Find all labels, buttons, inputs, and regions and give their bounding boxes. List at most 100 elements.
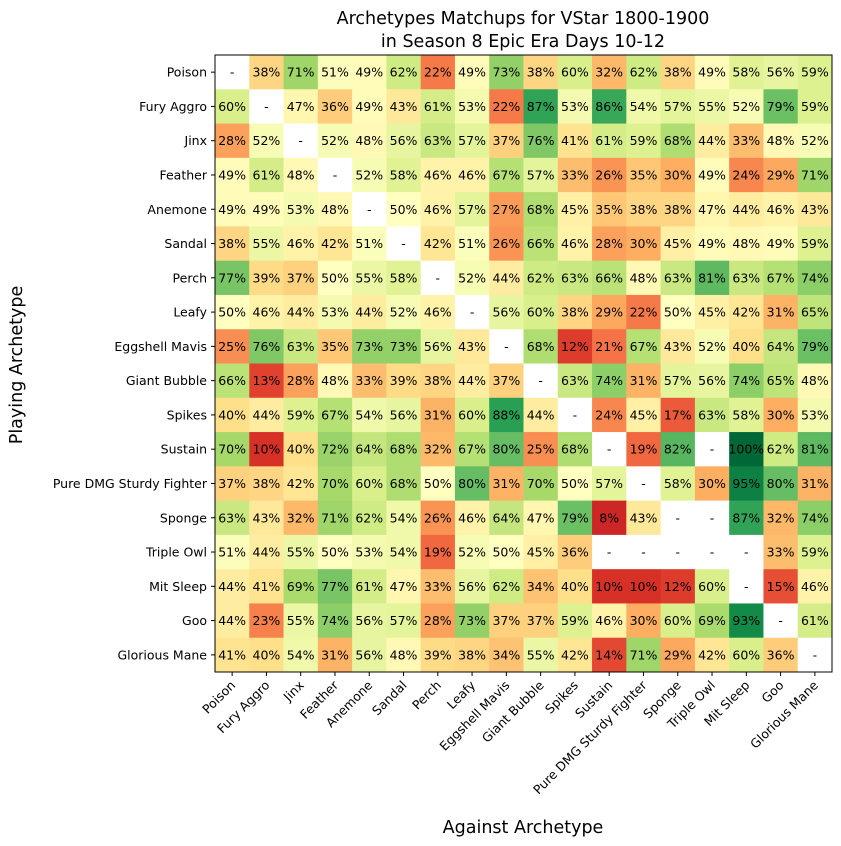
heatmap-cell (694, 260, 730, 296)
heatmap-cell (557, 55, 593, 90)
heatmap-cell (763, 603, 799, 639)
heatmap-cell (249, 157, 285, 193)
heatmap-cell-label: 48% (390, 647, 418, 662)
heatmap-cell-label: - (778, 613, 783, 628)
heatmap-cell-label: 58% (732, 65, 760, 80)
heatmap-cell (523, 329, 559, 364)
heatmap-cell (763, 192, 799, 227)
heatmap-cell (626, 157, 662, 193)
heatmap-cell (420, 226, 456, 262)
heatmap-cell-label: 50% (321, 545, 349, 560)
heatmap-cell-label: - (298, 133, 303, 148)
heatmap-cell-label: 67% (458, 442, 486, 457)
heatmap-cell (523, 123, 559, 159)
heatmap-cell (454, 329, 490, 364)
heatmap-cell-label: 36% (561, 545, 589, 560)
heatmap-cell-label: 52% (698, 339, 726, 354)
heatmap-cell (797, 534, 833, 570)
heatmap-cell (763, 55, 799, 90)
heatmap-cell-label: - (675, 545, 680, 560)
heatmap-cell (660, 226, 696, 262)
heatmap-cell-label: 48% (732, 236, 760, 251)
heatmap-cell-label: 38% (424, 373, 452, 388)
heatmap-cell (317, 89, 353, 125)
heatmap-cell-label: 93% (732, 613, 760, 628)
heatmap-cell-label: - (607, 442, 612, 457)
heatmap-cell-label: 68% (390, 442, 418, 457)
heatmap-cell (763, 123, 799, 159)
heatmap-cell-label: 86% (595, 99, 623, 114)
heatmap-cell (489, 329, 524, 364)
heatmap-cell-label: 46% (424, 167, 452, 182)
heatmap-cell (729, 432, 764, 467)
heatmap-cell (317, 260, 353, 296)
heatmap-cell-label: 53% (458, 99, 486, 114)
heatmap-cell (420, 603, 456, 639)
heatmap-cell (557, 260, 593, 296)
heatmap-cell (249, 397, 285, 433)
heatmap-cell (215, 294, 250, 330)
heatmap-cell-label: 74% (732, 373, 760, 388)
heatmap-cell (729, 226, 764, 262)
y-tick-label: Triple Owl (145, 545, 207, 560)
heatmap-cell (215, 226, 250, 262)
heatmap-cell-label: 32% (595, 65, 623, 80)
heatmap-cell (454, 397, 490, 433)
heatmap-cell-label: 39% (253, 270, 281, 285)
heatmap-cell (797, 569, 833, 604)
heatmap-cell (317, 637, 353, 673)
heatmap-cell-label: 42% (321, 236, 349, 251)
heatmap-cell (797, 603, 833, 639)
heatmap-cell (626, 603, 662, 639)
heatmap-cell (592, 260, 627, 296)
heatmap-cell-label: 88% (492, 407, 520, 422)
heatmap-cell (420, 89, 456, 125)
heatmap-cell (523, 500, 559, 536)
heatmap-cell-label: 46% (767, 202, 795, 217)
heatmap-cell (283, 363, 319, 399)
heatmap-cell (523, 397, 559, 433)
heatmap-cell-label: 12% (561, 339, 589, 354)
heatmap-cell-label: 57% (390, 613, 418, 628)
heatmap-cell (215, 500, 250, 536)
heatmap-cell-label: 73% (458, 613, 486, 628)
heatmap-cell-label: 87% (527, 99, 555, 114)
heatmap-cell (729, 466, 764, 502)
heatmap-cell (729, 397, 764, 433)
heatmap-cell-label: - (744, 545, 749, 560)
heatmap-cell-label: 59% (561, 613, 589, 628)
heatmap-cell-label: 38% (630, 202, 658, 217)
heatmap-cell (352, 294, 387, 330)
heatmap-cell (626, 89, 662, 125)
heatmap-cell (386, 329, 422, 364)
y-tick-label: Jinx (184, 133, 207, 148)
heatmap-cell-label: 46% (424, 202, 452, 217)
heatmap-cell (660, 260, 696, 296)
heatmap-cell (729, 363, 764, 399)
heatmap-cell-label: 50% (664, 305, 692, 320)
heatmap-cell (694, 89, 730, 125)
heatmap-cell-label: 31% (767, 305, 795, 320)
heatmap-cell-label: 56% (355, 613, 383, 628)
chart-title-line1: Archetypes Matchups for VStar 1800-1900 (337, 9, 710, 29)
heatmap-cell-label: 44% (458, 373, 486, 388)
heatmap-cell (557, 294, 593, 330)
heatmap-cell (215, 157, 250, 193)
heatmap-cell-label: 73% (355, 339, 383, 354)
heatmap-cell (454, 55, 490, 90)
heatmap-cell (660, 89, 696, 125)
heatmap-cell-label: 37% (492, 373, 520, 388)
heatmap-cell (283, 466, 319, 502)
heatmap-cell-label: 72% (321, 442, 349, 457)
heatmap-cell-label: 33% (424, 579, 452, 594)
y-tick-label: Fury Aggro (139, 99, 207, 114)
heatmap-cell (249, 534, 285, 570)
heatmap-cell (592, 500, 627, 536)
heatmap-cell-label: 48% (801, 373, 829, 388)
x-tick-label: Jinx (280, 678, 307, 705)
heatmap-cell-label: 79% (561, 510, 589, 525)
heatmap-cell-label: 43% (253, 510, 281, 525)
heatmap-cell (557, 432, 593, 467)
y-tick-label: Eggshell Mavis (114, 339, 207, 354)
heatmap-cell-label: 50% (492, 545, 520, 560)
